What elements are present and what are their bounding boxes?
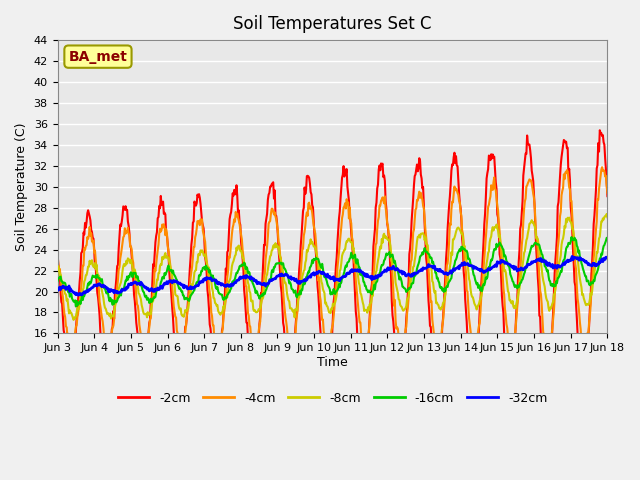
X-axis label: Time: Time bbox=[317, 356, 348, 369]
Title: Soil Temperatures Set C: Soil Temperatures Set C bbox=[233, 15, 432, 33]
Y-axis label: Soil Temperature (C): Soil Temperature (C) bbox=[15, 122, 28, 251]
Legend: -2cm, -4cm, -8cm, -16cm, -32cm: -2cm, -4cm, -8cm, -16cm, -32cm bbox=[113, 386, 552, 409]
Text: BA_met: BA_met bbox=[68, 49, 127, 64]
